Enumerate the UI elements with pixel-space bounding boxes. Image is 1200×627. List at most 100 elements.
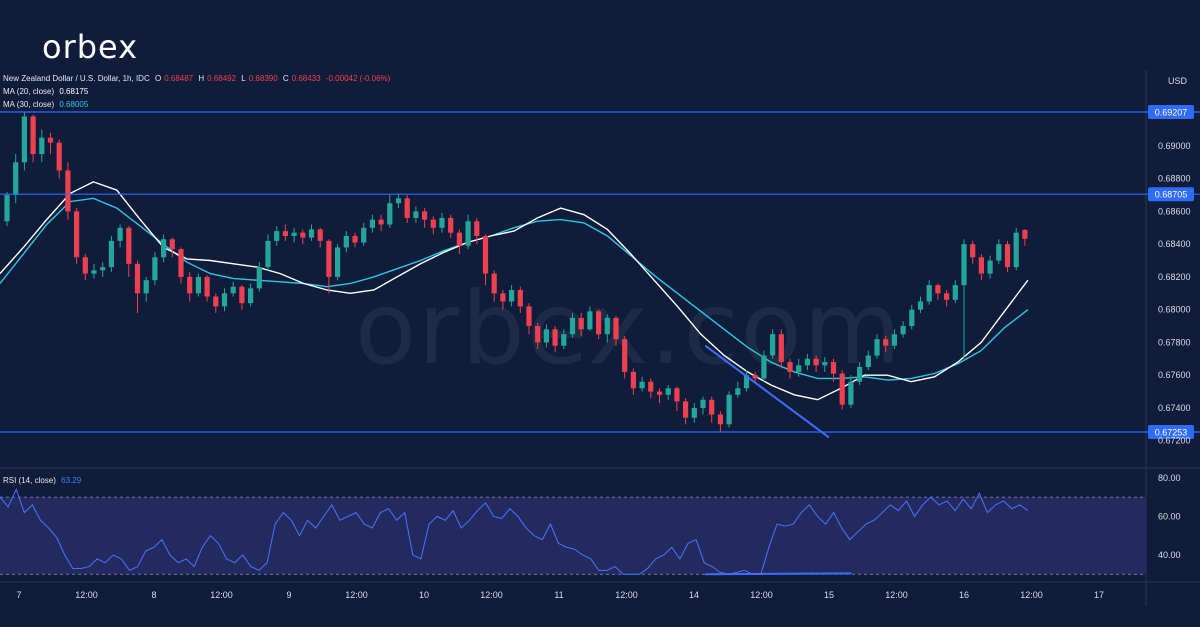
candle-body — [82, 257, 88, 274]
candle-body — [622, 339, 628, 372]
candle-body — [978, 257, 984, 274]
candle — [74, 208, 80, 264]
time-tick-label: 12:00 — [75, 590, 98, 600]
candle — [317, 227, 323, 248]
candle — [274, 226, 280, 246]
candle-body — [482, 235, 489, 274]
level-tag-1: 0.68705 — [1148, 187, 1194, 202]
candle — [978, 253, 984, 281]
rsi-value: 63.29 — [61, 476, 82, 485]
candle-body — [308, 229, 315, 238]
candle-body — [239, 286, 245, 304]
candle-body — [152, 257, 158, 281]
candle-body — [909, 309, 915, 327]
candle — [465, 214, 471, 250]
price-tick-label: 0.67600 — [1158, 370, 1191, 380]
candle-body — [204, 276, 210, 297]
candle-body — [857, 366, 863, 382]
rsi-line — [0, 487, 1029, 575]
candle — [143, 276, 149, 302]
candle-body — [74, 211, 80, 258]
candle-body — [213, 296, 219, 307]
candle — [491, 270, 497, 302]
candle — [778, 329, 784, 369]
candle — [909, 304, 915, 330]
candle-body — [335, 247, 341, 277]
candle — [13, 154, 19, 204]
candle-body — [1022, 229, 1028, 239]
candle-body — [465, 221, 471, 246]
price-tick-label: 0.69000 — [1158, 141, 1191, 151]
candle-body — [1004, 244, 1011, 268]
candle-body — [535, 326, 541, 343]
candle — [456, 229, 462, 254]
candle — [569, 312, 576, 338]
candle — [100, 262, 106, 277]
candle — [300, 229, 306, 245]
candle — [291, 227, 297, 243]
candle-body — [474, 221, 480, 236]
candle-body — [300, 232, 306, 238]
candle-body — [317, 229, 323, 241]
candle — [839, 370, 845, 410]
candle-body — [848, 381, 854, 405]
time-tick-label: 10 — [419, 590, 429, 600]
candle — [422, 208, 428, 228]
candle-body — [987, 260, 993, 274]
candle-body — [430, 219, 436, 228]
orbex-logo: orbex — [42, 28, 139, 66]
candle-body — [778, 334, 784, 363]
ma30-value: 0.68005 — [59, 100, 89, 109]
candle — [117, 224, 123, 248]
candles — [4, 112, 1028, 432]
candle-body — [413, 211, 419, 218]
candle — [82, 253, 88, 281]
candle-body — [952, 285, 958, 300]
candle-body — [13, 162, 19, 196]
price-tick-label: 0.68000 — [1158, 305, 1191, 315]
candle — [39, 129, 45, 163]
candle — [326, 239, 332, 294]
price-tick-label: 0.67400 — [1158, 403, 1191, 413]
candle-body — [656, 391, 663, 395]
candle — [891, 329, 897, 349]
candle — [926, 280, 932, 305]
candle — [543, 324, 549, 348]
candle-body — [91, 270, 97, 274]
candle-body — [926, 285, 932, 302]
candle-body — [248, 288, 254, 304]
ma30-legend: MA (30, close) 0.68005 — [3, 100, 91, 109]
candle — [474, 217, 480, 245]
candle — [500, 290, 506, 310]
candle — [691, 403, 697, 423]
candle — [761, 350, 767, 382]
candle — [91, 263, 97, 279]
candle-body — [543, 329, 549, 343]
candle — [178, 247, 184, 284]
candle-body — [830, 362, 837, 374]
candle-body — [743, 375, 750, 389]
candle-body — [865, 355, 871, 367]
candle-body — [526, 306, 532, 327]
candle — [996, 239, 1002, 264]
candle — [256, 262, 262, 292]
candle — [509, 285, 515, 307]
candle-body — [839, 373, 845, 405]
candle-body — [787, 362, 793, 372]
candle-body — [944, 293, 950, 300]
close-value: 0.68433 — [291, 74, 321, 83]
candle — [587, 306, 593, 331]
candle — [648, 378, 654, 399]
candle — [935, 283, 941, 300]
price-trendline[interactable] — [704, 344, 830, 439]
candle — [578, 312, 584, 336]
candle-body — [456, 232, 462, 246]
candle-body — [395, 198, 402, 204]
candle — [656, 388, 663, 404]
candle-body — [804, 358, 810, 366]
candle-body — [752, 375, 758, 379]
ma30-line — [0, 197, 1029, 381]
candle — [161, 234, 167, 263]
candle-body — [813, 358, 819, 366]
